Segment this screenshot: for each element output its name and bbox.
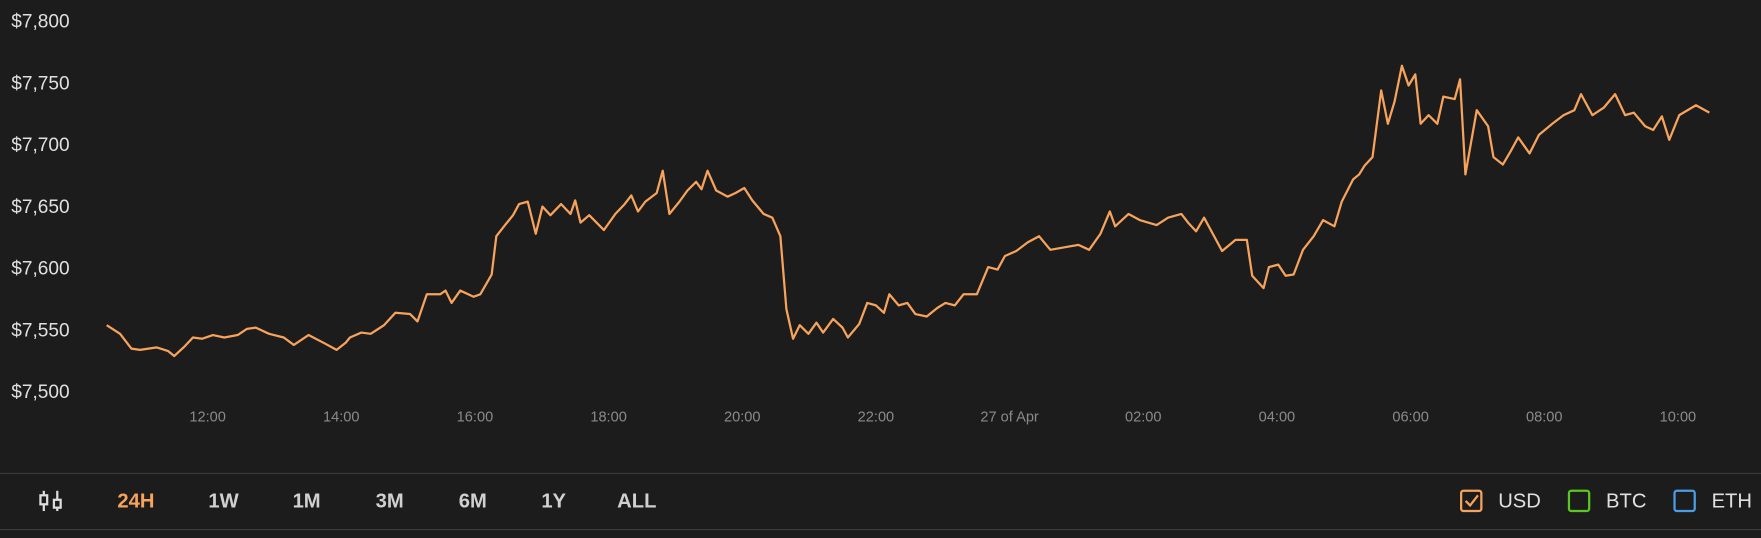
- legend-checkbox[interactable]: [1567, 489, 1591, 513]
- y-tick-label: $7,700: [11, 135, 69, 156]
- x-tick-label: 27 of Apr: [980, 410, 1039, 426]
- chart-type-toggle[interactable]: [39, 490, 62, 512]
- x-tick-label: 06:00: [1392, 410, 1429, 426]
- x-tick-label: 02:00: [1125, 410, 1162, 426]
- range-button[interactable]: 1W: [208, 490, 239, 512]
- x-tick-label: 14:00: [323, 410, 360, 426]
- legend-checkbox[interactable]: [1673, 489, 1696, 513]
- range-button[interactable]: 24H: [117, 490, 154, 512]
- x-tick-label: 04:00: [1259, 410, 1296, 426]
- range-button[interactable]: ALL: [617, 490, 656, 512]
- range-button[interactable]: 3M: [376, 490, 404, 512]
- legend-label[interactable]: ETH: [1712, 490, 1752, 512]
- legend-label[interactable]: BTC: [1606, 490, 1646, 512]
- x-tick-label: 18:00: [590, 410, 627, 426]
- range-button[interactable]: 1Y: [541, 490, 566, 512]
- x-tick-label: 08:00: [1526, 410, 1563, 426]
- price-line: [106, 64, 1710, 358]
- legend-checkbox[interactable]: [1460, 489, 1483, 513]
- y-tick-label: $7,650: [11, 197, 69, 218]
- y-tick-label: $7,750: [11, 73, 69, 94]
- range-button[interactable]: 1M: [293, 490, 321, 512]
- x-tick-label: 20:00: [724, 410, 761, 426]
- y-tick-label: $7,800: [11, 12, 69, 33]
- x-tick-label: 12:00: [189, 410, 226, 426]
- y-tick-label: $7,550: [11, 320, 69, 341]
- y-tick-label: $7,500: [11, 382, 69, 403]
- x-tick-label: 22:00: [858, 410, 895, 426]
- legend-label[interactable]: USD: [1498, 490, 1541, 512]
- y-tick-label: $7,600: [11, 259, 69, 280]
- legend-checkmark: [1464, 494, 1479, 508]
- range-button[interactable]: 6M: [459, 490, 487, 512]
- x-tick-label: 10:00: [1660, 410, 1697, 426]
- x-tick-label: 16:00: [457, 410, 494, 426]
